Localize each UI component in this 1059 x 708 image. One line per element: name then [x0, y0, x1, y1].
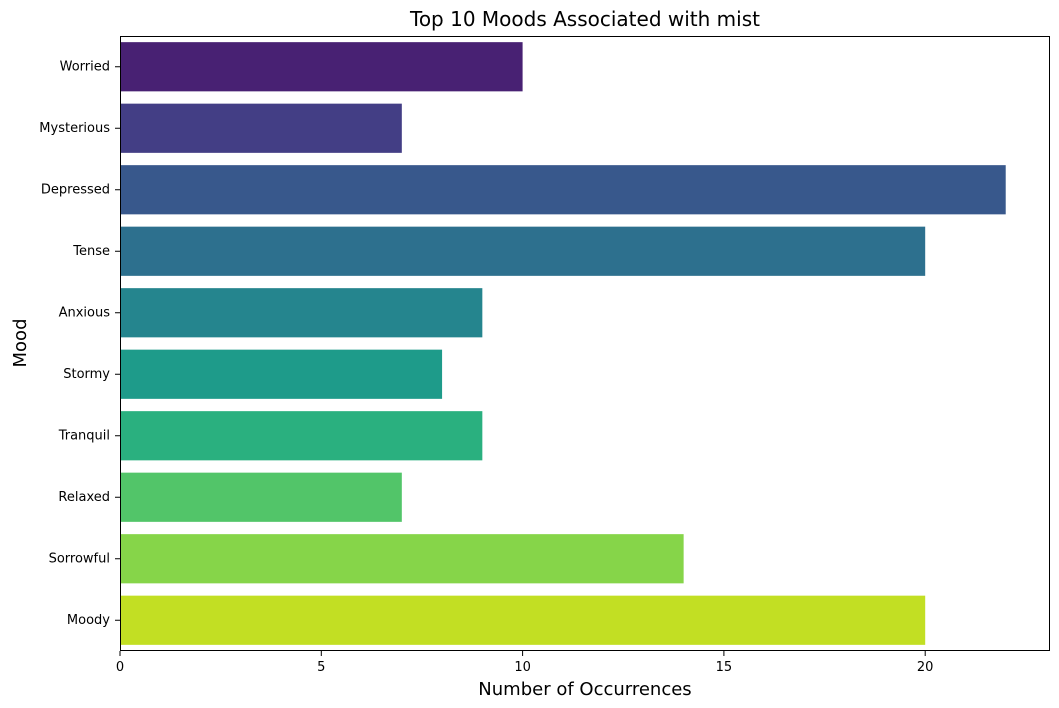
- y-tick-label-depressed: Depressed: [41, 182, 110, 197]
- y-tick-label-tense: Tense: [72, 244, 110, 259]
- y-axis: Worried Mysterious Depressed Tense Anxious St…: [39, 59, 120, 628]
- bars-group: [120, 42, 1006, 645]
- x-tick-label-0: 0: [116, 660, 124, 675]
- x-tick-label-15: 15: [716, 660, 733, 675]
- x-axis-label: Number of Occurrences: [478, 679, 691, 700]
- x-axis: 0 5 10 15 20: [116, 651, 934, 675]
- bar-tense: [120, 226, 926, 276]
- chart-title: Top 10 Moods Associated with mist: [409, 7, 760, 31]
- bar-stormy: [120, 349, 443, 399]
- bar-relaxed: [120, 472, 402, 522]
- y-axis-label: Mood: [10, 319, 31, 368]
- bar-anxious: [120, 288, 483, 338]
- plot-frame: [120, 36, 1050, 651]
- y-tick-label-stormy: Stormy: [63, 367, 110, 382]
- bar-tranquil: [120, 411, 483, 461]
- bar-worried: [120, 42, 523, 92]
- bar-depressed: [120, 165, 1006, 215]
- x-tick-label-20: 20: [917, 660, 934, 675]
- x-tick-label-5: 5: [317, 660, 325, 675]
- y-tick-label-anxious: Anxious: [59, 305, 111, 320]
- x-tick-label-10: 10: [514, 660, 531, 675]
- y-tick-label-relaxed: Relaxed: [58, 490, 110, 505]
- y-tick-label-worried: Worried: [60, 59, 110, 74]
- y-tick-label-mysterious: Mysterious: [39, 121, 110, 136]
- y-tick-label-sorrowful: Sorrowful: [49, 551, 110, 566]
- y-tick-label-tranquil: Tranquil: [58, 428, 110, 443]
- y-tick-label-moody: Moody: [67, 613, 110, 628]
- bar-mysterious: [120, 103, 402, 153]
- bar-moody: [120, 595, 926, 645]
- bar-sorrowful: [120, 534, 684, 584]
